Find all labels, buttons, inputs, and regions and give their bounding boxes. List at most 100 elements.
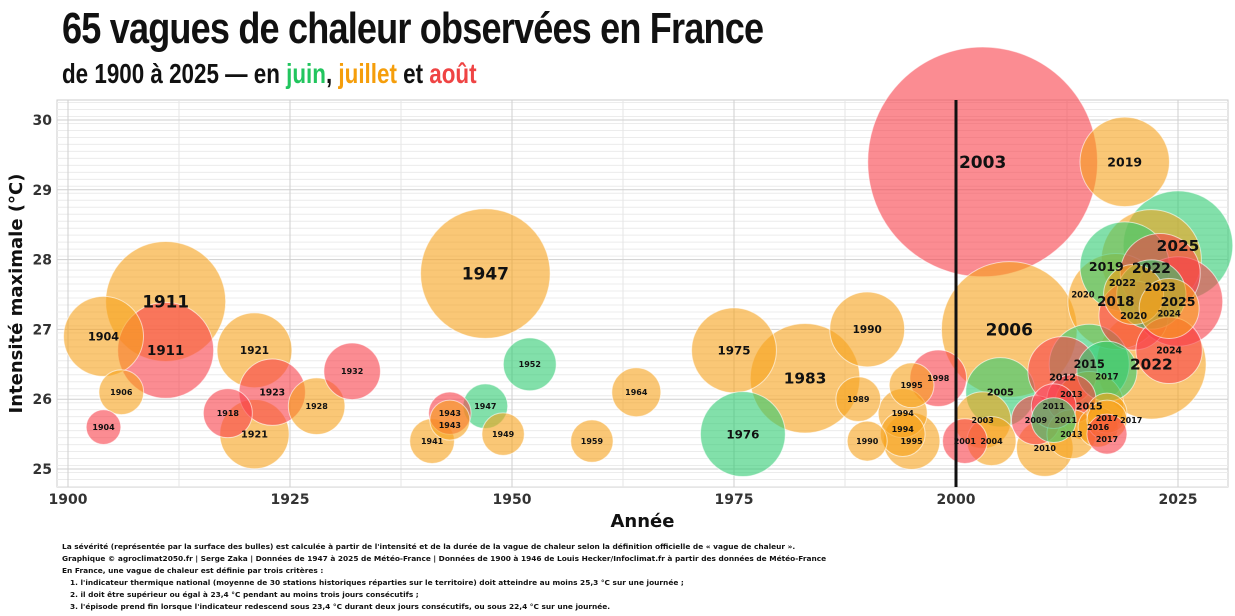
bubble-label: 2009 (1025, 416, 1048, 425)
bubble-label: 2011 (1055, 416, 1078, 425)
bubble-2019 (1079, 116, 1170, 208)
x-tick-label: 1950 (493, 492, 532, 508)
bubble-label: 1994 (892, 425, 915, 434)
bubble-label: 1964 (625, 388, 648, 397)
bubble-label: 2019 (1089, 259, 1124, 274)
bubble-labels: 2003 2006 1947 1911 1983 2022 2025 2022 1911 2018… (88, 153, 1199, 453)
y-tick-label: 29 (33, 183, 52, 199)
bubble-label: 1990 (856, 437, 879, 446)
x-axis-label: Année (611, 511, 675, 532)
legend-juin: juin (286, 58, 326, 89)
bubble-label: 2003 (972, 416, 994, 425)
bubble-label: 1911 (147, 344, 184, 359)
x-tick-label: 1900 (49, 492, 88, 508)
y-axis-label: Intensité maximale (°C) (6, 174, 27, 414)
bubble-1932 (323, 342, 381, 401)
bubble-1994 (879, 411, 926, 457)
bubble-1947 (420, 208, 551, 339)
bubble-1918 (202, 388, 253, 439)
bubble-1990 (846, 420, 888, 462)
y-tick-label: 27 (33, 322, 52, 338)
note-severity: La sévérité (représentée par la surface … (62, 542, 796, 551)
bubble-label: 1983 (784, 370, 827, 388)
bubble-label: 2025 (1161, 294, 1196, 309)
x-tick-label: 2000 (937, 492, 976, 508)
bubble-label: 2024 (1157, 309, 1180, 319)
bubble-label: 2022 (1132, 261, 1171, 277)
bubble-label: 1911 (142, 291, 189, 311)
bubble-label: 2020 (1071, 289, 1094, 299)
bubble-label: 2011 (1043, 402, 1066, 411)
bubble-2024 (1138, 277, 1200, 339)
note-credits: Graphique © agroclimat2050.fr | Serge Za… (62, 554, 827, 563)
bubble-label: 2022 (1130, 356, 1173, 374)
bubble-1990 (829, 291, 906, 368)
footnotes: La sévérité (représentée par la surface … (62, 541, 826, 613)
bubble-1989 (835, 376, 882, 423)
bubble-label: 2005 (987, 388, 1014, 399)
bubble-label: 1941 (421, 437, 444, 446)
bubble-label: 2017 (1095, 371, 1118, 381)
y-tick-label: 28 (33, 253, 52, 269)
bubble-label: 1952 (519, 360, 541, 369)
bubble-2011 (1030, 397, 1077, 444)
chart-title: 65 vagues de chaleur observées en France (62, 4, 764, 53)
bubble-label: 1904 (88, 330, 119, 343)
bubble-label: 1921 (241, 429, 268, 440)
note-criterion-3: 3. l'épisode prend fin lorsque l'indicat… (70, 602, 611, 611)
y-tick-label: 30 (33, 113, 53, 129)
bubble-1952 (502, 337, 557, 392)
bubble-label: 2001 (954, 437, 977, 446)
bubble-label: 2017 (1096, 414, 1118, 423)
bubble-1959 (570, 419, 614, 463)
bubble-label: 1943 (439, 409, 461, 418)
bubble-label: 2018 (1097, 295, 1134, 310)
bubble-label: 1998 (927, 374, 950, 383)
note-criterion-1: 1. l'indicateur thermique national (moye… (70, 578, 684, 587)
bubble-label: 1995 (900, 381, 923, 390)
subtitle-prefix: de 1900 à 2025 — en (62, 58, 287, 89)
bubble-label: 1975 (717, 343, 750, 357)
x-tick-label: 1975 (715, 492, 754, 508)
bubble-label: 2016 (1087, 423, 1110, 432)
bubble-label: 2003 (959, 153, 1006, 173)
bubble-label: 1906 (110, 388, 133, 397)
bubble-1906 (98, 369, 145, 416)
bubble-label: 2006 (986, 320, 1033, 340)
x-tick-label: 1925 (271, 492, 310, 508)
bubble-1995 (888, 362, 935, 409)
bubble-2001 (942, 418, 988, 464)
bubble-label: 2020 (1120, 311, 1147, 322)
bubble-label: 2015 (1076, 402, 1103, 413)
bubble-1928 (287, 377, 346, 435)
legend-juillet: juillet (338, 58, 397, 89)
bubble-label: 2015 (1074, 358, 1105, 371)
bubble-1943 (429, 399, 471, 441)
bubble-label: 2019 (1107, 154, 1142, 169)
bubble-label: 1947 (462, 265, 509, 285)
bubble-label: 2004 (980, 437, 1003, 446)
note-criterion-2: 2. il doit être supérieur ou égal à 23,4… (70, 590, 419, 599)
bubble-label: 1989 (847, 395, 870, 404)
bubble-label: 1994 (892, 409, 915, 418)
subtitle-comma: , (325, 58, 333, 89)
bubble-label: 1918 (217, 409, 240, 418)
bubble-label: 2025 (1157, 237, 1200, 255)
bubble-chart: 25 26 27 28 29 30 1900 1925 1950 1975 2000 2025 Anné… (6, 46, 1234, 532)
bubble-label: 1904 (92, 423, 115, 432)
bubble-label: 2012 (1049, 373, 1076, 384)
bubble-1904 (63, 295, 145, 377)
bubble-label: 1923 (259, 387, 285, 398)
bubble-1964 (611, 367, 662, 418)
bubble-label: 2024 (1156, 346, 1182, 357)
bubble-label: 2013 (1060, 390, 1082, 399)
bubble-label: 1990 (853, 324, 882, 336)
subtitle-et: et (396, 58, 430, 89)
bubble-label: 1995 (900, 437, 923, 446)
bubbles (63, 46, 1234, 478)
bubble-label: 1959 (581, 437, 604, 446)
chart-subtitle: de 1900 à 2025 — en juin, juillet et aoû… (62, 58, 477, 90)
bubble-label: 1932 (341, 367, 363, 376)
bubble-label: 1949 (492, 430, 515, 439)
bubble-label: 1943 (439, 421, 461, 430)
